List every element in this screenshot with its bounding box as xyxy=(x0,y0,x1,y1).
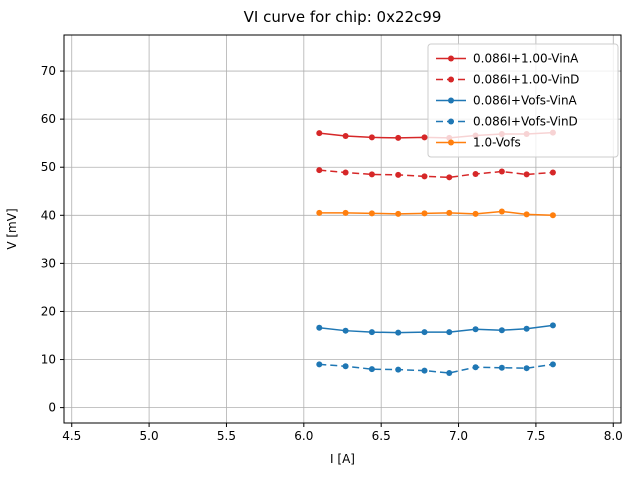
x-tick-label: 4.5 xyxy=(62,429,81,443)
legend-box xyxy=(427,43,619,158)
legend-sample-marker xyxy=(448,139,454,146)
data-point-marker xyxy=(368,210,375,217)
data-point-marker xyxy=(472,364,479,371)
y-tick-label: 60 xyxy=(41,112,56,126)
data-point-marker xyxy=(549,169,556,176)
data-point-marker xyxy=(395,366,402,373)
legend-sample-marker xyxy=(448,76,454,83)
legend-sample-marker xyxy=(448,55,454,62)
legend-label: 0.086I+1.00-VinD xyxy=(473,73,579,87)
y-tick-label: 30 xyxy=(41,256,56,270)
data-point-marker xyxy=(368,134,375,141)
y-tick-label: 70 xyxy=(41,64,56,78)
data-point-marker xyxy=(498,327,505,334)
data-point-marker xyxy=(342,327,349,334)
data-point-marker xyxy=(523,171,530,178)
data-point-marker xyxy=(395,134,402,141)
data-point-marker xyxy=(549,361,556,368)
data-point-marker xyxy=(368,329,375,336)
data-point-marker xyxy=(316,361,323,368)
data-point-marker xyxy=(316,130,323,137)
x-tick-label: 8.0 xyxy=(604,429,623,443)
data-point-marker xyxy=(395,171,402,178)
data-point-marker xyxy=(316,209,323,216)
data-point-marker xyxy=(523,325,530,332)
x-tick-label: 5.5 xyxy=(217,429,236,443)
data-point-marker xyxy=(549,212,556,219)
data-point-marker xyxy=(498,168,505,175)
data-point-marker xyxy=(523,211,530,218)
data-point-marker xyxy=(472,326,479,333)
legend-label: 0.086I+1.00-VinA xyxy=(473,52,579,66)
legend-sample-marker xyxy=(448,97,454,104)
y-tick-label: 40 xyxy=(41,208,56,222)
data-point-marker xyxy=(342,363,349,370)
data-point-marker xyxy=(472,210,479,217)
data-point-marker xyxy=(316,324,323,331)
x-tick-label: 6.5 xyxy=(372,429,391,443)
chart-title: VI curve for chip: 0x22c99 xyxy=(243,8,442,26)
y-tick-label: 20 xyxy=(41,304,56,318)
series-line-0.086I+1.00-VinD xyxy=(319,169,553,179)
x-tick-label: 7.5 xyxy=(526,429,545,443)
y-tick-label: 0 xyxy=(48,401,56,415)
x-tick-label: 6.0 xyxy=(294,429,313,443)
data-point-marker xyxy=(498,208,505,215)
data-point-marker xyxy=(472,170,479,177)
data-point-marker xyxy=(498,364,505,371)
series-line-0.086I+Vofs-VinA xyxy=(319,324,554,334)
legend-label: 0.086I+Vofs-VinD xyxy=(473,115,578,129)
data-point-marker xyxy=(446,329,453,336)
data-point-marker xyxy=(395,329,402,336)
legend: 0.086I+1.00-VinA 0.086I+1.00-VinD 0.086I+V… xyxy=(427,43,619,158)
data-point-marker xyxy=(421,329,428,336)
data-point-marker xyxy=(421,173,428,180)
data-point-marker xyxy=(421,210,428,217)
data-point-marker xyxy=(342,209,349,216)
data-point-marker xyxy=(421,134,428,141)
data-point-marker xyxy=(523,365,530,372)
data-point-marker xyxy=(549,322,556,329)
legend-sample-marker xyxy=(448,118,454,125)
legend-label: 1.0-Vofs xyxy=(473,136,521,150)
y-tick-label: 50 xyxy=(41,160,56,174)
legend-label: 0.086I+Vofs-VinA xyxy=(473,94,578,108)
data-point-marker xyxy=(342,132,349,139)
data-point-marker xyxy=(395,210,402,217)
x-tick-label: 7.0 xyxy=(449,429,468,443)
data-point-marker xyxy=(446,369,453,376)
data-point-marker xyxy=(368,366,375,373)
data-point-marker xyxy=(368,171,375,178)
data-point-marker xyxy=(421,367,428,374)
x-tick-label: 5.0 xyxy=(140,429,159,443)
axes-frame xyxy=(63,34,622,424)
data-point-marker xyxy=(446,174,453,181)
y-tick-label: 10 xyxy=(41,353,56,367)
series-line-0.086I+Vofs-VinD xyxy=(319,363,554,374)
x-axis-label: I [A] xyxy=(330,452,355,466)
data-point-marker xyxy=(342,169,349,176)
data-point-marker xyxy=(446,209,453,216)
data-point-marker xyxy=(316,167,323,174)
series-line-1.0-Vofs xyxy=(319,210,553,217)
